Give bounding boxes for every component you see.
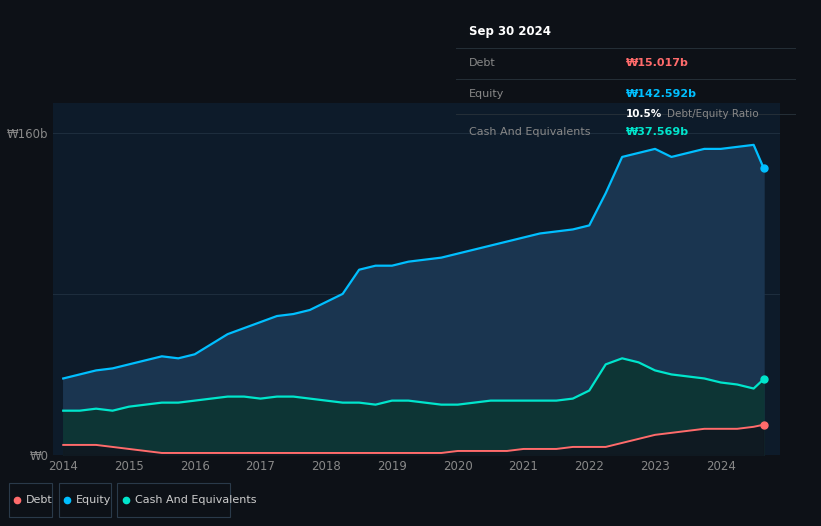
Text: Sep 30 2024: Sep 30 2024 <box>470 25 551 38</box>
Text: ₩15.017b: ₩15.017b <box>626 58 689 68</box>
Text: ₩142.592b: ₩142.592b <box>626 89 697 99</box>
Text: Debt/Equity Ratio: Debt/Equity Ratio <box>667 109 759 119</box>
Text: Cash And Equivalents: Cash And Equivalents <box>470 127 591 137</box>
Text: Cash And Equivalents: Cash And Equivalents <box>135 494 256 505</box>
Text: Equity: Equity <box>76 494 111 505</box>
Text: Equity: Equity <box>470 89 505 99</box>
Text: ₩37.569b: ₩37.569b <box>626 127 689 137</box>
Text: 10.5%: 10.5% <box>626 109 663 119</box>
Text: Debt: Debt <box>26 494 53 505</box>
Text: Debt: Debt <box>470 58 496 68</box>
